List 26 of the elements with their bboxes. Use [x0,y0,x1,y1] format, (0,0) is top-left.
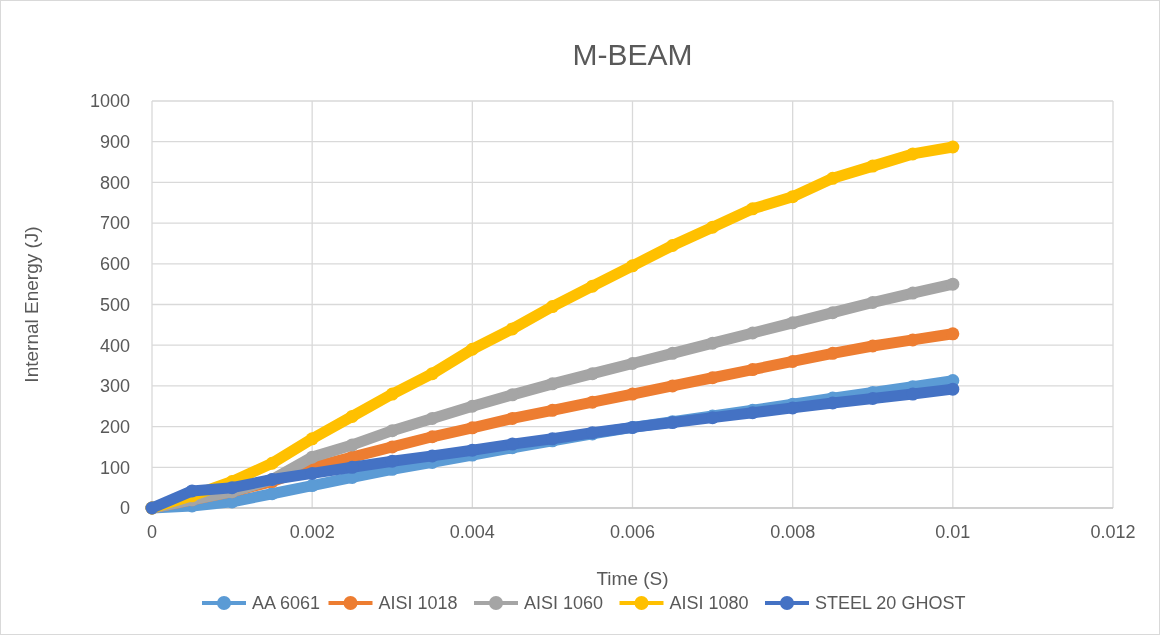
legend-label: AISI 1080 [669,593,749,614]
y-tick-label: 800 [99,172,130,193]
x-tick-label: 0.01 [935,522,971,542]
legend-label: AISI 1018 [378,593,458,614]
y-tick-label: 500 [99,294,130,315]
legend-label: AISI 1060 [524,593,604,614]
legend-label: STEEL 20 GHOST [815,593,966,614]
x-tick-label: 0.008 [770,522,816,542]
y-axis-title: Internal Energy (J) [21,226,42,383]
x-tick-label: 0.012 [1090,522,1136,542]
y-tick-label: 300 [99,376,130,397]
x-tick-label: 0 [146,522,158,542]
y-tick-label: 600 [99,254,130,275]
chart-title: M-BEAM [572,38,693,71]
x-tick-label: 0.006 [609,522,656,542]
x-axis-title: Time (S) [596,568,669,589]
y-tick-label: 0 [119,498,130,519]
y-tick-label: 400 [99,335,130,356]
x-tick-label: 0.002 [289,522,335,542]
y-tick-label: 900 [99,132,130,152]
legend-label: AA 6061 [252,593,321,614]
x-tick-label: 0.004 [449,522,495,542]
y-tick-label: 1000 [89,91,130,112]
y-tick-label: 700 [99,213,130,234]
y-tick-label: 100 [99,457,130,478]
y-tick-label: 200 [99,416,130,437]
